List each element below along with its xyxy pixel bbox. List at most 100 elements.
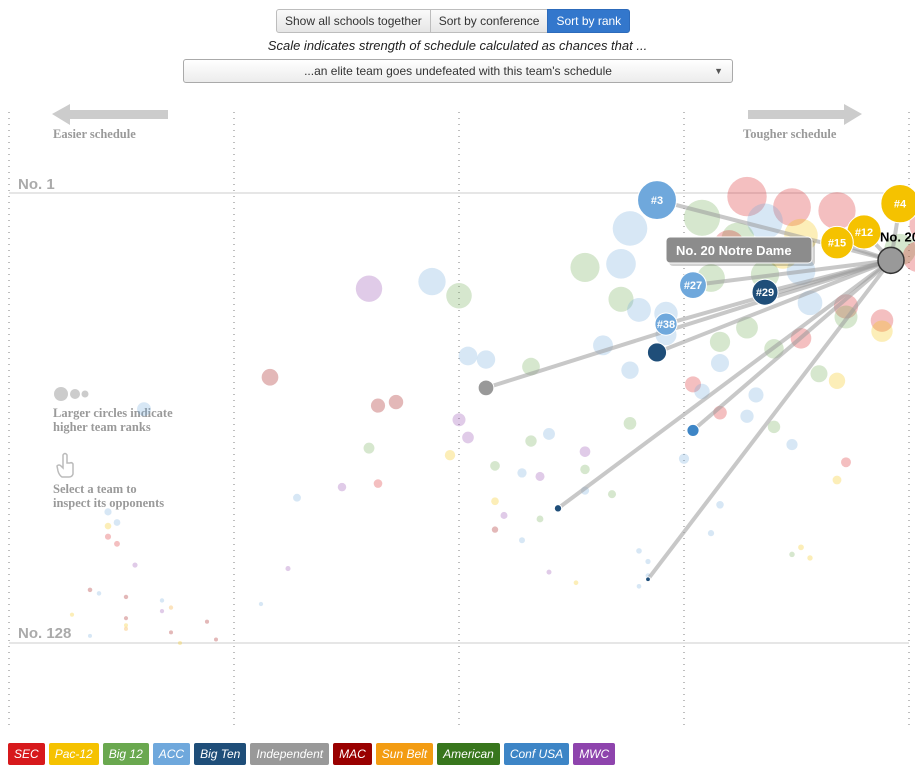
team-bubble-sec[interactable]: [114, 540, 120, 547]
team-bubble-acc[interactable]: [104, 508, 112, 516]
team-bubble-big-12[interactable]: [446, 282, 472, 309]
legend-acc[interactable]: ACC: [152, 743, 191, 765]
opponent-bubble[interactable]: [553, 504, 563, 513]
team-bubble-acc[interactable]: [716, 501, 724, 509]
sort-by-rank-button[interactable]: Sort by rank: [547, 9, 631, 33]
team-bubble-mwc[interactable]: [500, 511, 508, 519]
team-bubble-mwc[interactable]: [337, 482, 347, 492]
team-bubble-pac-12[interactable]: [69, 612, 75, 617]
legend-big-ten[interactable]: Big Ten: [194, 743, 247, 765]
team-bubble-sun-belt[interactable]: [168, 605, 174, 610]
team-bubble-sec[interactable]: [773, 188, 811, 227]
team-bubble-acc[interactable]: [645, 558, 651, 565]
team-bubble-sec[interactable]: [684, 376, 702, 393]
team-bubble-sec[interactable]: [818, 192, 856, 230]
team-bubble-acc[interactable]: [678, 453, 690, 464]
team-bubble-acc[interactable]: [113, 519, 121, 526]
team-bubble-sec[interactable]: [727, 176, 767, 217]
team-bubble-acc[interactable]: [707, 530, 715, 537]
team-bubble-mac[interactable]: [168, 630, 174, 635]
opponent-bubble[interactable]: [645, 576, 651, 583]
team-bubble-big-12[interactable]: [570, 252, 600, 282]
team-bubble-big-12[interactable]: [623, 416, 637, 430]
team-bubble-acc[interactable]: [159, 598, 165, 603]
team-bubble-pac-12[interactable]: [832, 475, 842, 485]
team-bubble-acc[interactable]: [710, 354, 730, 373]
team-bubble-acc[interactable]: [476, 350, 496, 369]
team-bubble-mwc[interactable]: [462, 431, 474, 444]
team-bubble-big-12[interactable]: [525, 435, 537, 447]
team-bubble-acc[interactable]: [636, 548, 642, 554]
team-bubble-acc[interactable]: [740, 409, 754, 423]
team-bubble-acc[interactable]: [293, 493, 301, 502]
team-bubble-mac[interactable]: [204, 619, 210, 624]
opponent-bubble[interactable]: [751, 278, 779, 306]
team-bubble-acc[interactable]: [87, 633, 93, 638]
team-bubble-pac-12[interactable]: [177, 640, 183, 646]
team-bubble-mac[interactable]: [213, 637, 219, 642]
legend-sec[interactable]: SEC: [8, 743, 45, 765]
team-bubble-acc[interactable]: [519, 537, 525, 544]
team-bubble-pac-12[interactable]: [104, 522, 112, 530]
legend-mac[interactable]: MAC: [333, 743, 372, 765]
team-bubble-mwc[interactable]: [579, 446, 591, 457]
team-bubble-acc[interactable]: [258, 601, 264, 607]
legend-mwc[interactable]: MWC: [573, 743, 616, 765]
team-bubble-acc[interactable]: [137, 402, 151, 417]
team-bubble-big-12[interactable]: [789, 551, 795, 558]
team-bubble-pac-12[interactable]: [798, 544, 804, 551]
team-bubble-mac[interactable]: [261, 368, 279, 386]
team-bubble-pac-12[interactable]: [807, 555, 813, 561]
show-all-schools-button[interactable]: Show all schools together: [276, 9, 431, 33]
team-bubble-acc[interactable]: [621, 361, 639, 379]
team-bubble-pac-12[interactable]: [123, 623, 129, 628]
team-bubble-acc[interactable]: [612, 211, 648, 246]
opponent-bubble[interactable]: [646, 342, 668, 363]
legend-independent[interactable]: Independent: [250, 743, 330, 765]
team-bubble-acc[interactable]: [748, 387, 764, 403]
team-bubble-pac-12[interactable]: [491, 497, 499, 506]
team-bubble-pac-12[interactable]: [444, 450, 456, 461]
team-bubble-big-12[interactable]: [536, 515, 544, 523]
team-bubble-mwc[interactable]: [285, 566, 291, 572]
opponent-bubble[interactable]: [654, 312, 678, 336]
team-bubble-mwc[interactable]: [535, 471, 545, 481]
scale-dropdown[interactable]: ...an elite team goes undefeated with th…: [183, 59, 733, 83]
team-bubble-mac[interactable]: [87, 587, 93, 593]
team-bubble-big-12[interactable]: [810, 365, 828, 383]
team-bubble-big-12[interactable]: [767, 420, 781, 434]
team-bubble-sec[interactable]: [373, 479, 383, 488]
team-bubble-mac[interactable]: [370, 398, 386, 413]
team-bubble-acc[interactable]: [517, 468, 527, 478]
team-bubble-pac-12[interactable]: [573, 580, 579, 586]
opponent-bubble[interactable]: [477, 379, 495, 397]
opponent-bubble[interactable]: [637, 180, 677, 221]
team-bubble-sec[interactable]: [104, 533, 112, 540]
team-bubble-mwc[interactable]: [355, 275, 383, 302]
team-bubble-mwc[interactable]: [546, 569, 552, 575]
team-bubble-mwc[interactable]: [452, 413, 466, 427]
team-bubble-acc[interactable]: [606, 249, 636, 279]
team-bubble-big-12[interactable]: [580, 464, 590, 475]
legend-sun-belt[interactable]: Sun Belt: [375, 743, 434, 765]
team-bubble-pac-12[interactable]: [828, 372, 846, 389]
team-bubble-sun-belt[interactable]: [123, 626, 129, 631]
team-bubble-big-12[interactable]: [363, 442, 375, 454]
team-bubble-acc[interactable]: [627, 298, 651, 322]
team-bubble-big-12[interactable]: [736, 316, 758, 339]
team-bubble-big-12[interactable]: [490, 460, 500, 471]
team-bubble-acc[interactable]: [96, 591, 102, 596]
team-bubble-acc[interactable]: [418, 267, 446, 296]
legend-big-12[interactable]: Big 12: [102, 743, 149, 765]
team-bubble-mac[interactable]: [388, 394, 404, 410]
opponent-bubble[interactable]: [820, 225, 854, 260]
sort-by-conference-button[interactable]: Sort by conference: [429, 9, 549, 33]
team-bubble-acc[interactable]: [786, 439, 798, 451]
team-bubble-big-12[interactable]: [709, 331, 731, 352]
team-bubble-big-12[interactable]: [683, 199, 721, 236]
opponent-bubble[interactable]: [686, 423, 700, 437]
legend-conf-usa[interactable]: Conf USA: [503, 743, 570, 765]
team-bubble-mac[interactable]: [123, 594, 129, 600]
team-bubble-acc[interactable]: [458, 346, 478, 366]
team-bubble-big-12[interactable]: [607, 490, 617, 499]
